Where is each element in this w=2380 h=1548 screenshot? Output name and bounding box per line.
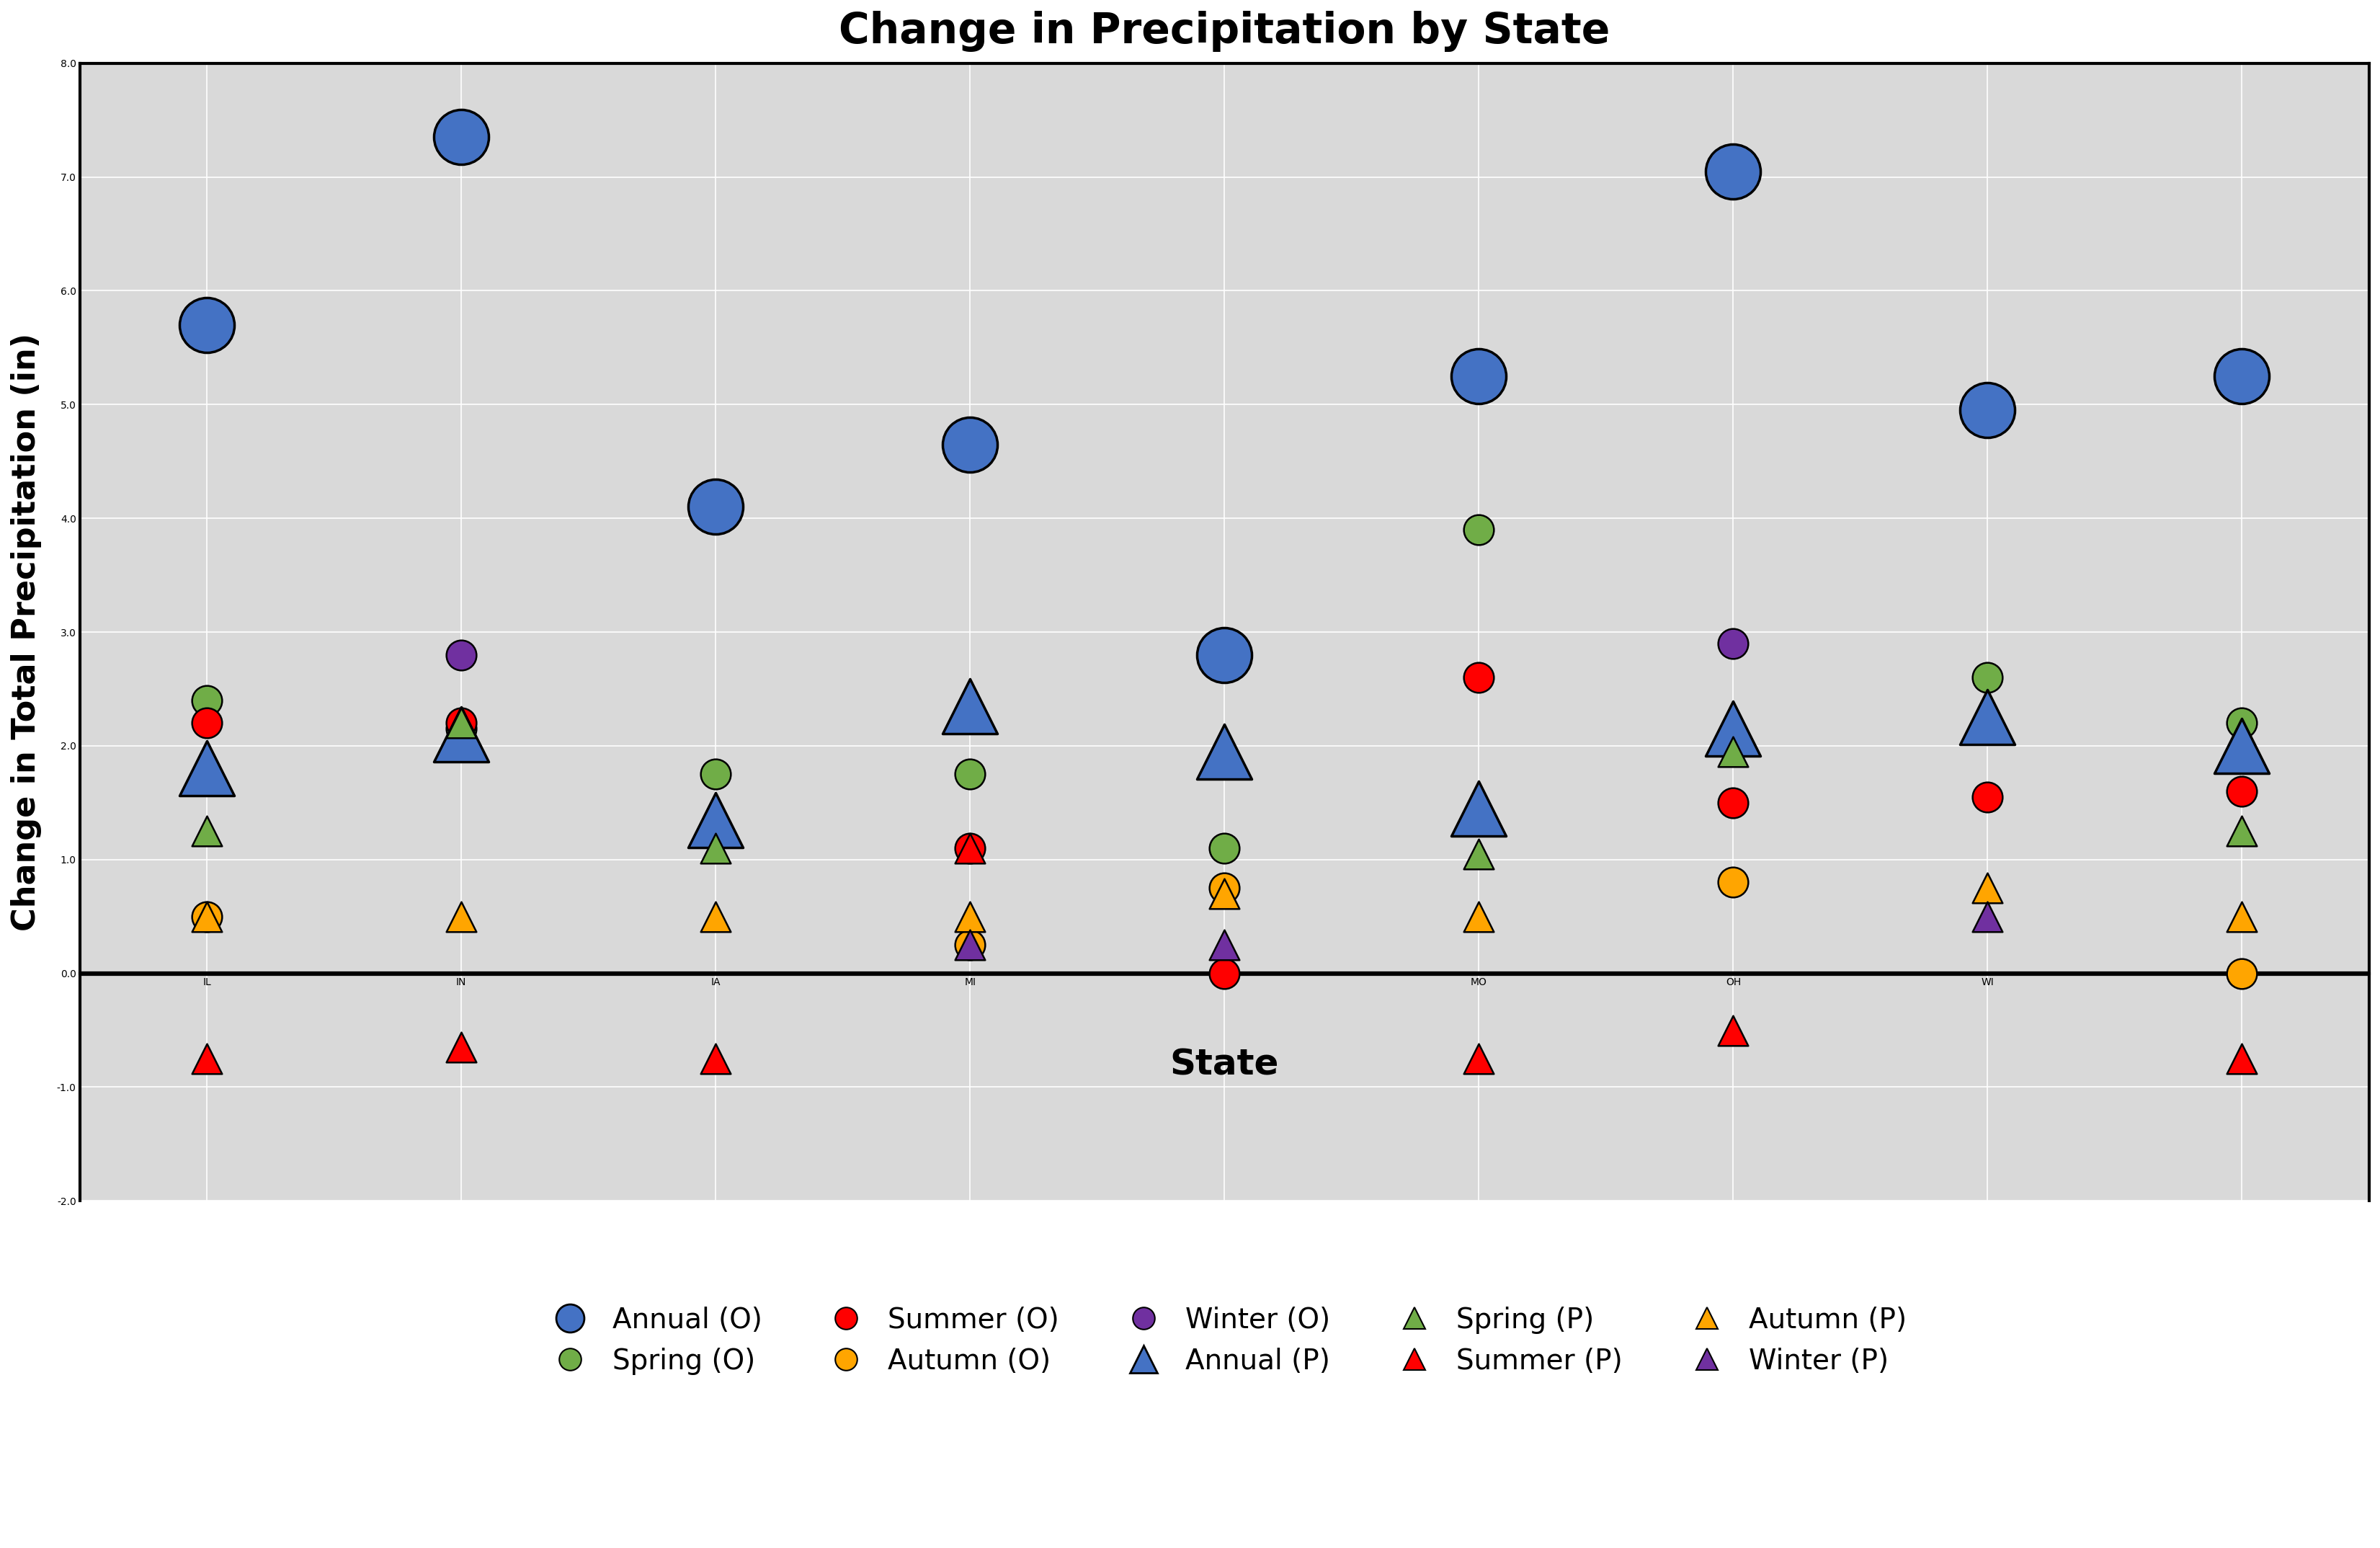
Point <box>1204 876 1242 901</box>
Point <box>188 904 226 929</box>
Point <box>952 932 990 957</box>
Point <box>1459 1046 1497 1071</box>
Point <box>188 687 226 712</box>
Point <box>2223 711 2261 735</box>
Point <box>697 1046 735 1071</box>
Point <box>1714 870 1752 895</box>
Legend: Annual (O), Spring (O), Summer (O), Autumn (O), Winter (O), Annual (P), Spring (: Annual (O), Spring (O), Summer (O), Autu… <box>514 1279 1935 1402</box>
Point <box>952 932 990 957</box>
Point <box>1204 932 1242 957</box>
Point <box>1714 738 1752 763</box>
Point <box>952 762 990 786</box>
Point <box>1968 876 2006 901</box>
Point <box>1968 398 2006 423</box>
Point <box>443 1036 481 1060</box>
Point <box>188 819 226 844</box>
Point <box>1204 836 1242 861</box>
Point <box>188 711 226 735</box>
Point <box>1459 904 1497 929</box>
Point <box>1968 785 2006 810</box>
Point <box>952 694 990 718</box>
Point <box>1459 517 1497 542</box>
Point <box>443 125 481 150</box>
Point <box>697 762 735 786</box>
Point <box>443 717 481 741</box>
Point <box>697 904 735 929</box>
Point <box>443 711 481 735</box>
Title: Change in Precipitation by State: Change in Precipitation by State <box>838 11 1609 53</box>
Point <box>952 432 990 457</box>
Point <box>1968 904 2006 929</box>
Point <box>1459 666 1497 690</box>
Point <box>1459 842 1497 867</box>
Point <box>1204 642 1242 667</box>
Point <box>697 494 735 519</box>
Point <box>1968 704 2006 729</box>
Point <box>1714 632 1752 656</box>
Point <box>188 904 226 929</box>
Point <box>188 313 226 337</box>
Point <box>443 904 481 929</box>
Point <box>2223 779 2261 803</box>
Point <box>697 808 735 833</box>
Point <box>2223 904 2261 929</box>
Point <box>443 721 481 746</box>
Point <box>1459 796 1497 820</box>
Point <box>1714 791 1752 816</box>
Point <box>1204 961 1242 986</box>
Point <box>952 904 990 929</box>
Point <box>2223 1046 2261 1071</box>
Point <box>1204 881 1242 906</box>
Point <box>443 642 481 667</box>
Point <box>443 711 481 735</box>
Point <box>697 836 735 861</box>
Point <box>2223 364 2261 389</box>
Point <box>1714 734 1752 759</box>
X-axis label: State: State <box>1171 1048 1278 1082</box>
Point <box>1714 159 1752 184</box>
Point <box>1714 1019 1752 1043</box>
Point <box>188 1046 226 1071</box>
Point <box>2223 734 2261 759</box>
Point <box>1459 364 1497 389</box>
Y-axis label: Change in Total Precipitation (in): Change in Total Precipitation (in) <box>12 333 43 932</box>
Point <box>2223 961 2261 986</box>
Point <box>188 757 226 782</box>
Point <box>1204 738 1242 763</box>
Point <box>952 836 990 861</box>
Point <box>2223 819 2261 844</box>
Point <box>1968 666 2006 690</box>
Point <box>1714 717 1752 741</box>
Point <box>952 836 990 861</box>
